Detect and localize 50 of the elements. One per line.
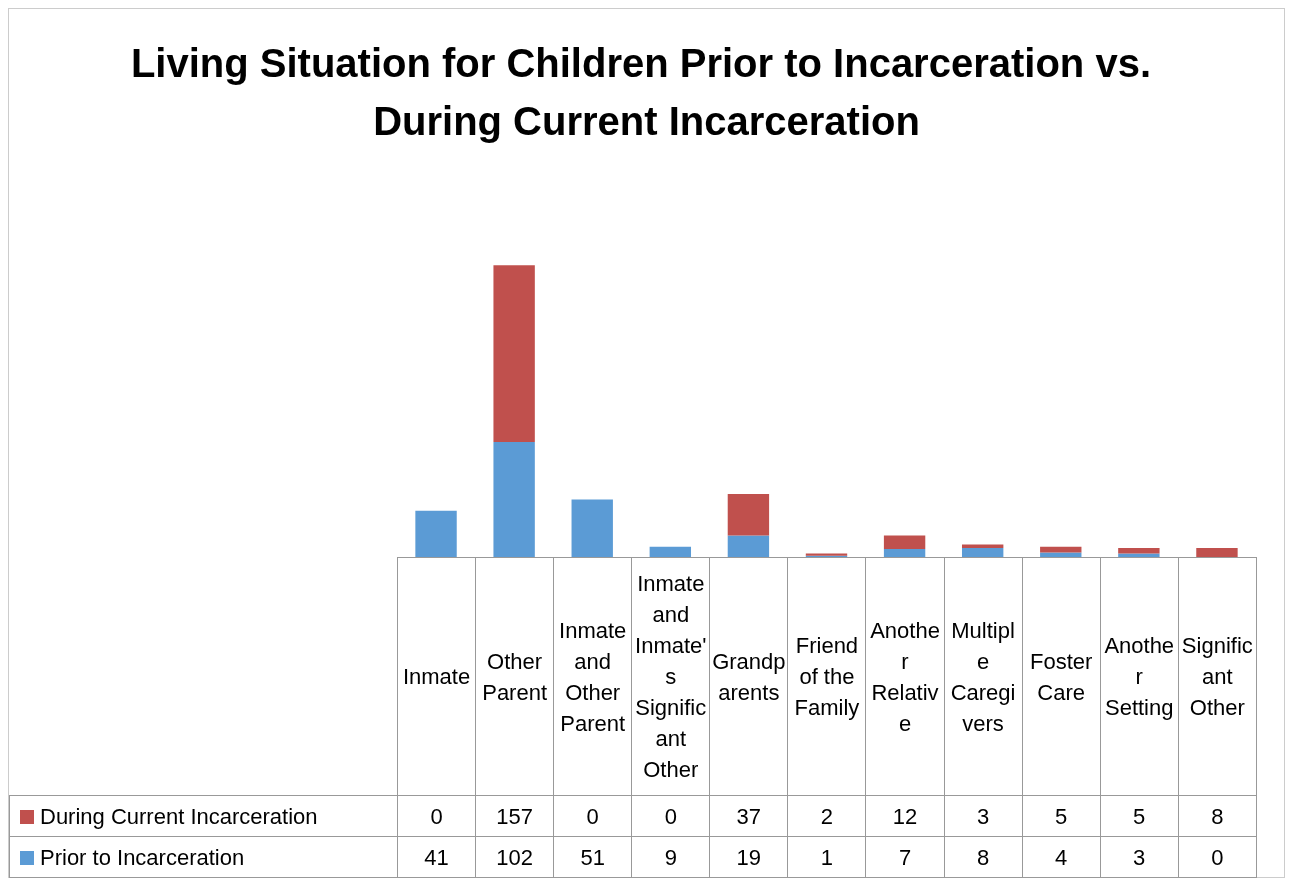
data-label: 0 [553, 795, 632, 837]
bar [961, 547, 1004, 557]
data-label: 5 [1022, 795, 1101, 837]
bar [493, 442, 535, 557]
data-label: 51 [553, 836, 632, 878]
data-label: 2 [787, 795, 866, 837]
data-label: 3 [944, 795, 1023, 837]
data-label: 8 [1178, 795, 1257, 837]
data-label: 7 [865, 836, 945, 878]
data-label: 1 [787, 836, 866, 878]
data-label: 8 [944, 836, 1023, 878]
data-label: 0 [1178, 836, 1257, 878]
x-tick-label: Inmate and Inmate's Significant Other [631, 557, 710, 796]
x-tick-label: Inmate and Other Parent [553, 557, 632, 796]
data-label: 0 [631, 795, 710, 837]
x-tick-label: Foster Care [1022, 557, 1101, 796]
data-label: 5 [1100, 795, 1179, 837]
x-tick-label: Grandparents [709, 557, 788, 796]
bar [727, 535, 770, 557]
legend-label: During Current Incarceration [9, 795, 398, 837]
data-label: 37 [709, 795, 788, 837]
data-label: 0 [397, 795, 476, 837]
x-tick-label: Inmate [397, 557, 476, 796]
bar [727, 493, 770, 536]
bar [1118, 553, 1160, 557]
bar [1196, 547, 1238, 557]
chart-title: Living Situation for Children Prior to Incarceration vs. During Current Incarceration [130, 41, 1163, 143]
bar [1118, 547, 1160, 554]
x-tick-label: Significant Other [1178, 557, 1257, 796]
data-label: 157 [475, 795, 554, 837]
bar [415, 510, 457, 557]
data-label: 19 [709, 836, 788, 878]
x-tick-label: Other Parent [475, 557, 554, 796]
x-tick-label: Multiple Caregivers [944, 557, 1023, 796]
bar [883, 535, 926, 550]
data-label: 3 [1100, 836, 1179, 878]
data-label: 12 [865, 795, 945, 837]
bar [571, 499, 613, 557]
bar [1040, 552, 1082, 557]
data-label: 102 [475, 836, 554, 878]
x-tick-label: Another Relative [865, 557, 945, 796]
legend-label: Prior to Incarceration [9, 836, 398, 878]
bar [493, 265, 535, 443]
x-tick-label: Another Setting [1100, 557, 1179, 796]
data-label: 41 [397, 836, 476, 878]
x-tick-label: Friend of the Family [787, 557, 866, 796]
data-label: 9 [631, 836, 710, 878]
bar [649, 546, 692, 557]
bar [883, 549, 926, 557]
data-label: 4 [1022, 836, 1101, 878]
